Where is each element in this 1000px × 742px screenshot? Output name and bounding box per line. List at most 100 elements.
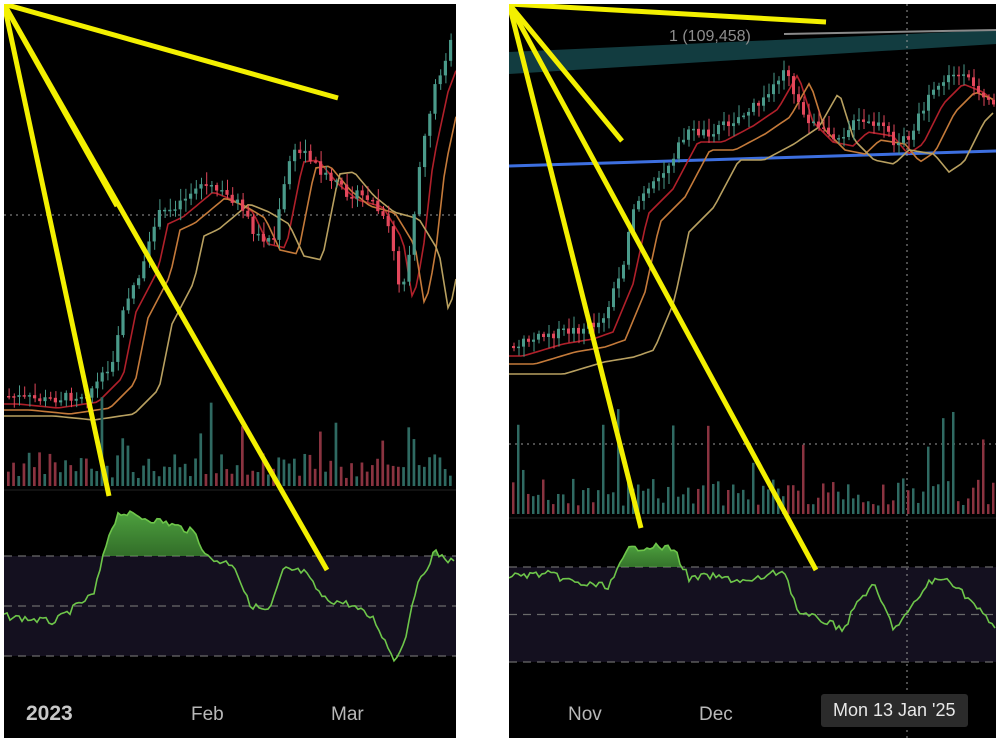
volume-bar <box>355 476 359 486</box>
candle-body <box>837 138 840 140</box>
volume-bar <box>313 468 317 486</box>
volume-bar <box>246 474 249 486</box>
right-chart-panel[interactable]: 1 (109,458) Nov Dec Mon 13 Jan '25 <box>509 4 996 738</box>
x-axis-label-year: 2023 <box>26 702 73 725</box>
volume-bar <box>982 439 985 514</box>
volume-bar <box>220 454 223 486</box>
volume-bar <box>7 471 10 486</box>
volume-bar <box>157 476 161 486</box>
volume-bar <box>215 473 218 486</box>
candle-body <box>642 193 645 201</box>
candle-body <box>350 196 354 199</box>
candle-body <box>433 84 437 114</box>
volume-bar <box>732 484 735 514</box>
x-axis-label-dec: Dec <box>699 704 733 725</box>
candle-body <box>602 318 605 323</box>
volume-bar <box>702 485 705 514</box>
candle-body <box>365 195 369 200</box>
volume-bar <box>381 440 385 486</box>
candle-body <box>522 338 525 347</box>
candle-body <box>324 172 328 175</box>
left-chart-panel[interactable]: 2023 Feb Mar <box>4 4 456 738</box>
candle-body <box>597 322 600 328</box>
volume-bar <box>512 482 515 514</box>
candle-body <box>261 233 265 242</box>
volume-bar <box>862 502 865 514</box>
candle-body <box>702 129 705 136</box>
candle-body <box>942 82 945 86</box>
volume-bar <box>116 455 119 486</box>
candle-body <box>443 60 447 76</box>
candle-body <box>682 139 685 143</box>
candle-body <box>907 136 910 140</box>
candle-body <box>582 328 585 334</box>
candle-body <box>892 131 895 146</box>
volume-bar <box>772 479 775 514</box>
moving-average-line-2 <box>509 94 994 375</box>
rsi-overbought-fill <box>4 511 456 556</box>
candle-body <box>38 398 42 402</box>
candle-body <box>334 180 338 182</box>
candle-body <box>391 226 395 252</box>
volume-bar <box>657 498 660 514</box>
volume-bar <box>942 418 945 514</box>
volume-bar <box>867 501 870 514</box>
candle-body <box>397 251 401 285</box>
volume-bar <box>907 490 910 514</box>
candle-body <box>687 129 690 140</box>
volume-bar <box>797 490 800 514</box>
volume-bar <box>992 482 995 514</box>
volume-bar <box>350 463 353 486</box>
candle-body <box>246 210 250 217</box>
crosshair-date-label: Mon 13 Jan '25 <box>821 694 968 727</box>
volume-bar <box>552 504 555 514</box>
volume-bar <box>79 458 83 486</box>
candle-body <box>287 161 291 185</box>
volume-bar <box>637 484 640 514</box>
right-chart-canvas[interactable] <box>509 4 996 738</box>
rsi-line <box>4 510 455 663</box>
volume-bar <box>527 493 530 514</box>
left-chart-canvas[interactable] <box>4 4 456 738</box>
candle-body <box>402 281 406 285</box>
candle-body <box>319 161 323 175</box>
candle-body <box>355 190 359 199</box>
volume-bar <box>522 469 525 514</box>
volume-bar <box>287 463 291 486</box>
candle-body <box>797 94 800 103</box>
candle-body <box>449 39 453 61</box>
candle-body <box>767 94 770 98</box>
volume-bar <box>121 438 125 486</box>
volume-bar <box>627 479 630 514</box>
volume-bar <box>847 484 850 514</box>
candle-body <box>612 288 615 308</box>
x-axis-label-feb: Feb <box>191 704 224 725</box>
candle-body <box>423 135 427 168</box>
volume-bar <box>962 504 965 514</box>
candle-body <box>967 74 970 78</box>
candle-body <box>912 130 915 140</box>
candle-body <box>732 123 735 127</box>
candle-body <box>692 128 695 131</box>
volume-bar <box>74 471 78 486</box>
candle-body <box>762 97 765 106</box>
volume-bar <box>602 424 605 514</box>
volume-bar <box>59 472 62 486</box>
candle-body <box>7 396 11 398</box>
volume-bar <box>433 454 437 486</box>
candle-body <box>632 209 635 232</box>
volume-bar <box>131 472 135 486</box>
volume-bar <box>137 477 140 486</box>
candle-body <box>209 185 213 187</box>
candle-body <box>637 200 640 210</box>
candle-body <box>126 298 130 311</box>
candle-body <box>952 74 955 77</box>
candle-body <box>652 181 655 189</box>
volume-bar <box>147 458 151 486</box>
volume-bar <box>517 424 520 514</box>
volume-bar <box>617 409 620 514</box>
candle-body <box>152 226 156 242</box>
volume-bar <box>33 467 36 486</box>
volume-bar <box>189 476 192 486</box>
volume-bar <box>22 463 26 486</box>
